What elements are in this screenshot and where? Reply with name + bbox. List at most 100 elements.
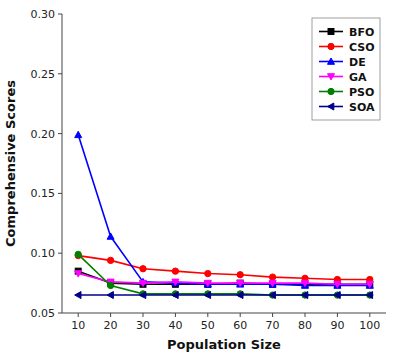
y-tick <box>58 73 62 74</box>
point <box>334 282 341 288</box>
y-tick-label: 0.25 <box>31 68 56 81</box>
series <box>75 131 374 288</box>
legend-label: CSO <box>349 41 375 54</box>
y-tick <box>58 253 62 254</box>
x-tick <box>337 313 338 317</box>
point <box>204 280 211 286</box>
point <box>237 272 243 278</box>
point <box>107 257 113 263</box>
point <box>237 292 243 299</box>
legend-label: DE <box>349 56 366 69</box>
x-tick <box>272 313 273 317</box>
point <box>269 292 275 298</box>
series-line <box>78 294 370 296</box>
legend-marker <box>328 29 334 35</box>
point <box>204 292 210 299</box>
y-tick <box>58 313 62 314</box>
point <box>334 292 340 298</box>
y-axis-line <box>62 14 63 313</box>
x-tick-label: 30 <box>136 319 150 332</box>
series-line <box>78 256 370 280</box>
legend-marker <box>328 58 335 64</box>
point <box>302 280 309 286</box>
x-tick <box>305 313 306 317</box>
legend-label: PSO <box>349 86 374 99</box>
series <box>75 271 374 288</box>
y-tick <box>58 193 62 194</box>
legend-marker <box>328 74 335 80</box>
point <box>205 270 211 276</box>
point <box>172 279 179 285</box>
point <box>334 292 340 299</box>
point <box>237 281 244 287</box>
plot-area <box>75 131 374 298</box>
axes: 10 20 30 40 50 60 70 80 90 100 0.05 0.10 0.15 0.20 0.2… <box>31 8 387 332</box>
point <box>237 280 244 286</box>
point <box>366 281 373 287</box>
x-tick-label: 80 <box>298 319 312 332</box>
point <box>367 292 373 298</box>
y-tick-label: 0.20 <box>31 128 56 141</box>
x-tick-label: 20 <box>104 319 118 332</box>
series <box>75 292 373 299</box>
point <box>172 268 178 274</box>
point <box>269 274 275 280</box>
series <box>75 251 373 298</box>
x-tick-label: 90 <box>330 319 344 332</box>
point <box>140 280 147 286</box>
y-tick <box>58 133 62 134</box>
point <box>302 292 308 299</box>
series <box>75 252 373 282</box>
point <box>75 271 82 277</box>
y-tick-label: 0.10 <box>31 247 56 260</box>
legend-label: SOA <box>349 101 375 114</box>
y-tick-label: 0.05 <box>31 307 56 320</box>
point <box>334 281 341 287</box>
x-tick-label: 10 <box>71 319 85 332</box>
point <box>107 282 113 288</box>
x-tick <box>369 313 370 317</box>
legend-label: GA <box>349 71 367 84</box>
x-tick-label: 50 <box>201 319 215 332</box>
point <box>366 292 372 299</box>
x-tick-label: 60 <box>233 319 247 332</box>
series-line <box>78 274 370 285</box>
x-tick <box>78 313 79 317</box>
y-tick <box>58 14 62 15</box>
x-axis-label: Population Size <box>167 337 281 352</box>
legend-marker <box>328 88 334 94</box>
series-line <box>78 135 370 286</box>
point <box>140 292 146 299</box>
x-tick <box>240 313 241 317</box>
point <box>75 292 81 299</box>
point <box>366 282 373 288</box>
point <box>302 292 308 298</box>
legend-marker <box>328 103 334 110</box>
x-tick-label: 70 <box>266 319 280 332</box>
chart: 10 20 30 40 50 60 70 80 90 100 0.05 0.10 0.15 0.20 0.2… <box>0 0 400 359</box>
x-tick-label: 100 <box>359 319 380 332</box>
point <box>107 233 114 239</box>
x-tick <box>110 313 111 317</box>
legend: BFO CSO DE GA PSO SOA <box>312 18 380 120</box>
x-tick-label: 40 <box>168 319 182 332</box>
point <box>204 281 211 287</box>
legend-marker <box>328 43 334 49</box>
point <box>140 266 146 272</box>
point <box>269 280 276 286</box>
y-tick-label: 0.15 <box>31 187 56 200</box>
series-line <box>78 254 370 295</box>
legend-frame <box>312 18 380 120</box>
y-axis-label: Comprehensive Scores <box>3 80 18 247</box>
point <box>269 281 276 287</box>
x-tick <box>207 313 208 317</box>
point <box>75 251 81 257</box>
series-line <box>78 271 370 284</box>
point <box>172 292 178 299</box>
point <box>75 131 82 137</box>
legend-label: BFO <box>349 26 374 39</box>
point <box>107 292 113 299</box>
x-tick <box>175 313 176 317</box>
point <box>269 292 275 299</box>
y-tick-label: 0.30 <box>31 8 56 21</box>
